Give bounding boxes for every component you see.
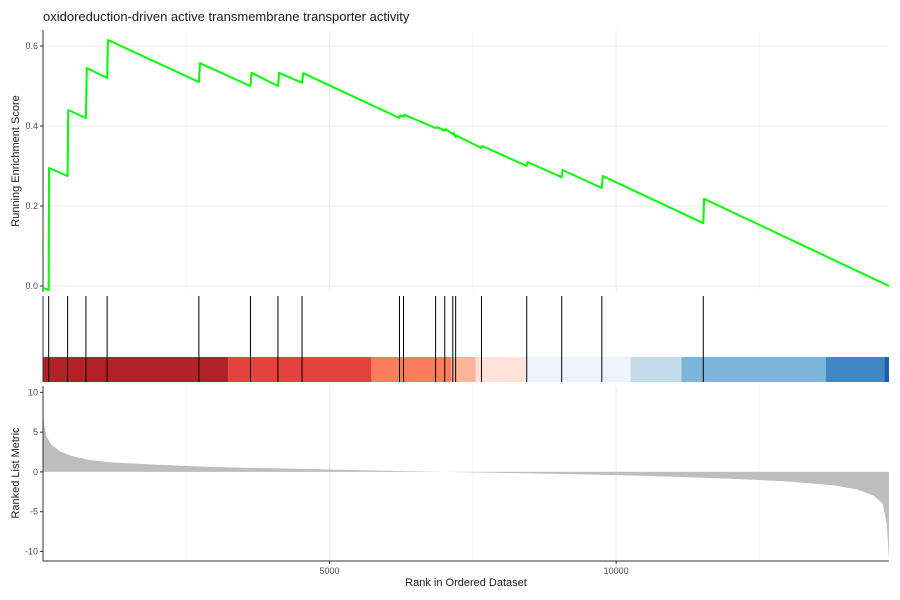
color-bar-segment-1 <box>228 357 372 382</box>
metric-y-tick-label-0: 10 <box>28 387 38 397</box>
color-bar-segment-2 <box>371 357 452 382</box>
color-bar-segment-6 <box>630 357 682 382</box>
color-bar-segment-5 <box>525 357 631 382</box>
enrichment-y-tick-label-3: 0.6 <box>25 41 38 51</box>
metric-y-tick-label-2: 0 <box>33 467 38 477</box>
color-bar-segment-3 <box>451 357 476 382</box>
metric-y-tick-label-4: -10 <box>25 546 38 556</box>
x-axis-label: Rank in Ordered Dataset <box>405 577 527 589</box>
x-tick-label-1: 10000 <box>604 566 629 576</box>
chart-title: oxidoreduction-driven active transmembra… <box>43 9 410 24</box>
y-axis-label-enrichment: Running Enrichment Score <box>10 95 22 226</box>
running-enrichment-line <box>42 39 890 291</box>
x-tick-label-0: 5000 <box>320 566 340 576</box>
color-bar-segment-9 <box>884 357 889 382</box>
ranked-list-metric-panel: 10 5 0 -5 -10 5000 10000 <box>25 386 889 576</box>
gene-hits-panel <box>42 296 889 382</box>
metric-y-tick-label-1: 5 <box>33 427 38 437</box>
enrichment-y-tick-label-2: 0.4 <box>25 121 38 131</box>
color-bar-segment-4 <box>475 357 526 382</box>
enrichment-y-tick-label-0: 0.0 <box>25 281 38 291</box>
metric-y-tick-label-3: -5 <box>30 507 38 517</box>
color-bar-segment-7 <box>681 357 826 382</box>
enrichment-y-tick-label-1: 0.2 <box>25 201 38 211</box>
color-bar-segment-0 <box>43 357 229 382</box>
running-enrichment-panel: 0.0 0.2 0.4 0.6 <box>25 30 890 292</box>
y-axis-label-metric: Ranked List Metric <box>10 427 22 519</box>
color-bar-segment-8 <box>825 357 885 382</box>
ranked-metric-area <box>43 408 889 560</box>
